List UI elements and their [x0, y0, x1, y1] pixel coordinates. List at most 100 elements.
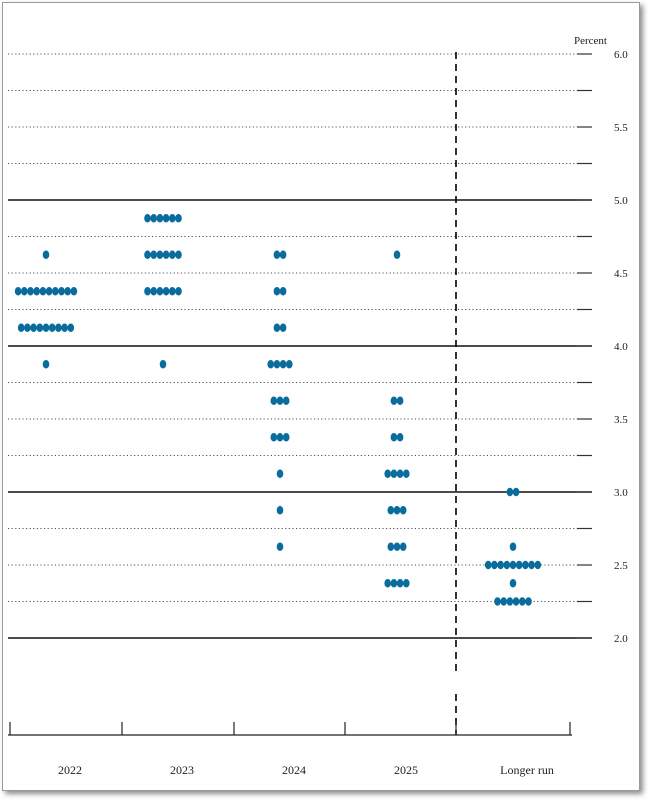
- participant-dot: [144, 214, 151, 223]
- participant-dot: [169, 287, 176, 296]
- participant-dot: [403, 579, 410, 588]
- participant-dot: [61, 323, 68, 332]
- participant-dot: [39, 287, 47, 296]
- participant-dot: [70, 287, 78, 296]
- participant-dot: [30, 323, 37, 332]
- participant-dot: [399, 506, 407, 515]
- x-category-label: 2025: [394, 763, 418, 777]
- participant-dot: [33, 287, 40, 296]
- participant-dot: [67, 323, 75, 332]
- participant-dot: [494, 597, 501, 606]
- participant-dot: [276, 542, 284, 551]
- participant-dot: [506, 597, 514, 606]
- participant-dot: [282, 433, 290, 442]
- participant-dot: [491, 560, 498, 570]
- participant-dot: [159, 360, 167, 369]
- x-category-label: 2022: [58, 763, 82, 777]
- participant-dot: [21, 287, 28, 296]
- participant-dot: [522, 560, 529, 570]
- participant-dot: [393, 542, 401, 551]
- participant-dot: [42, 323, 50, 332]
- participant-dot: [393, 506, 401, 515]
- participant-dot: [396, 433, 404, 442]
- participant-dot: [506, 487, 514, 497]
- participant-dot: [52, 287, 59, 296]
- participant-dot: [509, 560, 517, 570]
- participant-dot: [390, 579, 398, 588]
- participant-dot: [396, 469, 404, 478]
- x-category-label: 2023: [170, 763, 194, 777]
- participant-dot: [270, 433, 278, 442]
- x-category-label: Longer run: [500, 763, 554, 777]
- participant-dot: [175, 214, 182, 223]
- y-tick-label: 6.0: [614, 49, 628, 61]
- participant-dot: [282, 396, 290, 405]
- participant-dot: [45, 287, 53, 296]
- participant-dot: [175, 250, 182, 259]
- participant-dot: [390, 469, 398, 478]
- participant-dot: [509, 579, 517, 588]
- participant-dot: [144, 250, 151, 259]
- participant-dot: [403, 469, 410, 478]
- participant-dot: [162, 250, 170, 259]
- participant-dot: [396, 396, 404, 405]
- participant-dot: [387, 506, 395, 515]
- y-tick-label: 3.5: [614, 414, 628, 426]
- participant-dot: [162, 214, 170, 223]
- participant-dot: [279, 360, 287, 369]
- participant-dot: [150, 250, 157, 259]
- participant-dot: [276, 469, 284, 478]
- participant-dot: [169, 214, 176, 223]
- participant-dot: [286, 360, 293, 369]
- participant-dot: [48, 323, 56, 332]
- participant-dot: [150, 287, 157, 296]
- participant-dot: [390, 433, 398, 442]
- participant-dot: [396, 579, 404, 588]
- participant-dot: [497, 560, 504, 570]
- participant-dot: [384, 469, 392, 478]
- participant-dot: [279, 250, 287, 259]
- participant-dot: [279, 287, 287, 296]
- grid-layer: [8, 52, 592, 735]
- participant-dot: [512, 487, 520, 497]
- y-tick-label: 5.5: [614, 122, 628, 134]
- participant-dot: [17, 323, 25, 332]
- participant-dot: [162, 287, 170, 296]
- participant-dot: [169, 250, 176, 259]
- y-axis-unit-label: Percent: [574, 35, 607, 47]
- participant-dot: [279, 323, 287, 332]
- x-category-label: 2024: [282, 763, 306, 777]
- participant-dot: [267, 360, 275, 369]
- participant-dot: [500, 597, 508, 606]
- y-tick-label: 5.0: [614, 195, 628, 207]
- y-tick-label: 4.0: [614, 341, 628, 353]
- participant-dot: [273, 323, 281, 332]
- participant-dot: [27, 287, 34, 296]
- participant-dot: [399, 542, 407, 551]
- participant-dot: [273, 287, 281, 296]
- participant-dot: [515, 560, 523, 570]
- participant-dot: [156, 250, 164, 259]
- participant-dot: [384, 579, 392, 588]
- participant-dot: [276, 433, 284, 442]
- y-tick-label: 3.0: [614, 487, 628, 499]
- dot-layer: [14, 214, 542, 606]
- participant-dot: [276, 396, 284, 405]
- participant-dot: [55, 323, 62, 332]
- y-tick-label: 2.0: [614, 633, 628, 645]
- participant-dot: [273, 360, 281, 369]
- participant-dot: [64, 287, 71, 296]
- participant-dot: [509, 542, 517, 551]
- participant-dot: [534, 560, 542, 570]
- participant-dot: [512, 597, 520, 606]
- participant-dot: [390, 396, 398, 405]
- participant-dot: [42, 250, 50, 259]
- participant-dot: [36, 323, 44, 332]
- participant-dot: [14, 287, 22, 296]
- participant-dot: [58, 287, 65, 296]
- participant-dot: [276, 506, 284, 515]
- participant-dot: [156, 287, 164, 296]
- participant-dot: [519, 597, 526, 606]
- participant-dot: [270, 396, 278, 405]
